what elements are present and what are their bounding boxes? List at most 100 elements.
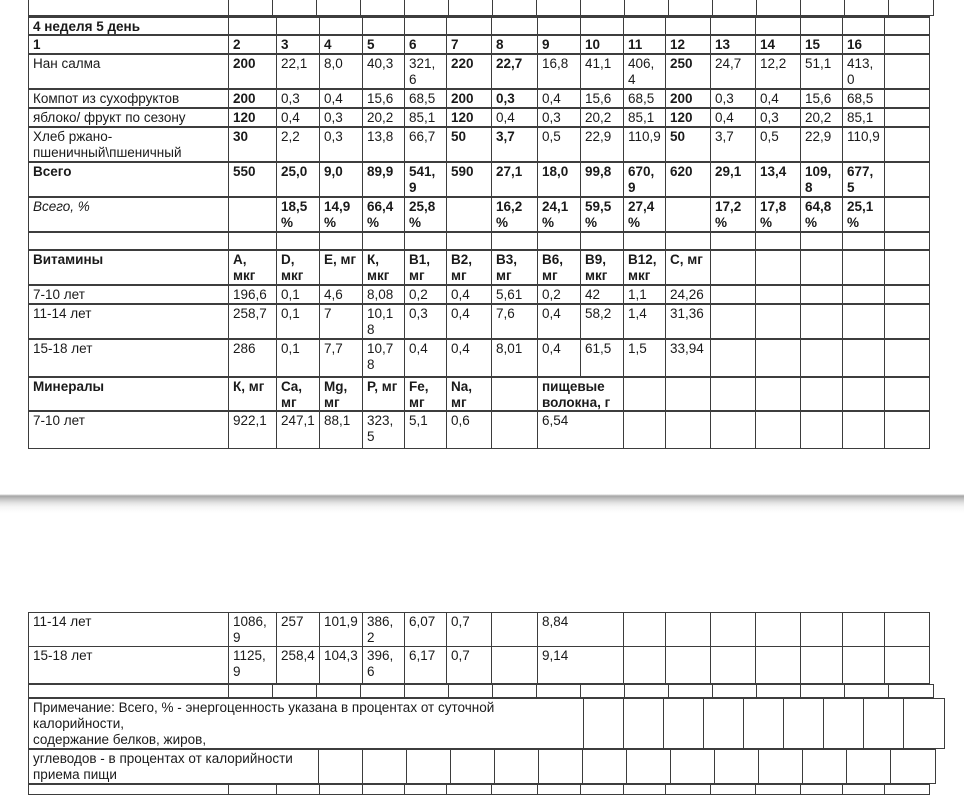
table-cell: 31,36 bbox=[665, 302, 711, 340]
table-cell: 406,4 bbox=[623, 53, 666, 90]
table-cell: 1125,9 bbox=[228, 646, 277, 684]
empty-cell bbox=[404, 230, 447, 251]
empty-cell bbox=[446, 195, 492, 233]
table-cell: 200 bbox=[228, 88, 277, 109]
table-cell: 922,1 bbox=[228, 410, 277, 449]
table-cell: B2, мг bbox=[446, 248, 492, 286]
table-cell: 109,8 bbox=[800, 160, 843, 198]
empty-cell bbox=[582, 748, 627, 784]
table-cell: 0,4 bbox=[319, 88, 363, 109]
table-cell: 5 bbox=[362, 34, 405, 55]
empty-cell bbox=[884, 34, 930, 55]
table-cell: 13 bbox=[710, 34, 756, 55]
document-page-2: 11-14 лет 1086,9 257 101,9 386,2 6,07 0,7 8,84 1… bbox=[0, 612, 964, 795]
table-cell: 8 bbox=[491, 34, 538, 55]
table-cell: 11-14 лет bbox=[28, 612, 229, 647]
empty-cell bbox=[884, 107, 930, 128]
table-cell: 0,3 bbox=[537, 107, 581, 128]
table-cell: 0,7 bbox=[446, 612, 492, 647]
table-cell: Витамины bbox=[28, 248, 229, 286]
table-cell: 16,8 bbox=[537, 53, 581, 90]
empty-cell bbox=[491, 230, 538, 251]
empty-cell bbox=[318, 748, 363, 784]
table-cell: 15,6 bbox=[362, 88, 405, 109]
empty-cell bbox=[491, 646, 538, 684]
empty-cell bbox=[884, 283, 930, 305]
empty-cell bbox=[580, 230, 624, 251]
empty-cell bbox=[842, 612, 885, 647]
empty-cell bbox=[580, 684, 625, 698]
table-cell: 1086,9 bbox=[228, 612, 277, 647]
table-cell: 20,2 bbox=[800, 107, 843, 128]
empty-cell bbox=[884, 15, 930, 36]
table-row: Нан салма 200 22,1 8,0 40,3 321,6 220 22,7 16,8 4… bbox=[28, 53, 930, 90]
table-cell: 0,4 bbox=[446, 302, 492, 340]
table-cell: 396,6 bbox=[362, 646, 405, 684]
empty-cell bbox=[665, 646, 711, 684]
empty-cell bbox=[623, 698, 664, 749]
empty-cell bbox=[663, 698, 704, 749]
empty-cell bbox=[319, 783, 363, 795]
empty-cell bbox=[758, 748, 803, 784]
empty-cell bbox=[884, 337, 930, 378]
empty-cell bbox=[755, 646, 801, 684]
empty-cell bbox=[404, 783, 447, 795]
empty-cell bbox=[623, 783, 666, 795]
empty-cell bbox=[800, 302, 843, 340]
note-row-2-table: углеводов - в процентах от калорийности … bbox=[28, 748, 936, 784]
table-cell: 10,78 bbox=[362, 337, 405, 378]
table-cell: 0,4 bbox=[446, 283, 492, 305]
table-row: Минералы К, мг Ca, мг Mg, мг P, мг Fe, мг Na, … bbox=[28, 375, 930, 412]
empty-cell bbox=[537, 230, 581, 251]
empty-cell bbox=[623, 410, 666, 449]
empty-cell bbox=[360, 684, 405, 698]
empty-cell bbox=[802, 748, 847, 784]
empty-cell bbox=[710, 230, 756, 251]
empty-cell bbox=[623, 646, 666, 684]
table-cell: 0,4 bbox=[537, 302, 581, 340]
table-row: Всего 550 25,0 9,0 89,9 541,9 590 27,1 18,0 99,8 6… bbox=[28, 160, 930, 198]
table-cell: пищевые волокна, г bbox=[537, 375, 624, 412]
table-cell: 120 bbox=[446, 107, 492, 128]
table-row: 15-18 лет 286 0,1 7,7 10,78 0,4 0,4 8,01 0,4 61,5… bbox=[28, 337, 930, 378]
empty-cell bbox=[755, 612, 801, 647]
table-cell: 550 bbox=[228, 160, 277, 198]
empty-cell bbox=[884, 248, 930, 286]
empty-cell bbox=[228, 783, 277, 795]
empty-cell bbox=[710, 302, 756, 340]
empty-cell bbox=[755, 337, 801, 378]
empty-cell bbox=[710, 410, 756, 449]
table-cell: 59,5 % bbox=[580, 195, 624, 233]
table-cell: 58,2 bbox=[580, 302, 624, 340]
empty-cell bbox=[665, 375, 711, 412]
table-cell: 286 bbox=[228, 337, 277, 378]
table-cell: 258,4 bbox=[276, 646, 320, 684]
table-row: 1 2 3 4 5 6 7 8 9 10 11 12 13 14 15 16 bbox=[28, 34, 930, 55]
empty-cell bbox=[783, 698, 824, 749]
table-cell: А, мкг bbox=[228, 248, 277, 286]
empty-cell bbox=[800, 248, 843, 286]
table-cell: 258,7 bbox=[228, 302, 277, 340]
table-cell: 30 bbox=[228, 126, 277, 163]
empty-cell bbox=[538, 748, 583, 784]
empty-cell bbox=[448, 0, 493, 16]
empty-cell bbox=[276, 783, 320, 795]
empty-cell bbox=[846, 748, 891, 784]
table-row: 11-14 лет 1086,9 257 101,9 386,2 6,07 0,7 8,84 bbox=[28, 612, 930, 647]
table-cell: 5,61 bbox=[491, 283, 538, 305]
empty-row-table bbox=[28, 684, 934, 698]
table-cell: 413,0 bbox=[842, 53, 885, 90]
empty-cell bbox=[404, 15, 447, 36]
table-cell: 8,08 bbox=[362, 283, 405, 305]
table-cell: 0,4 bbox=[276, 107, 320, 128]
minerals-continued-table: 11-14 лет 1086,9 257 101,9 386,2 6,07 0,7 8,84 1… bbox=[28, 612, 930, 684]
table-cell: 0,4 bbox=[491, 107, 538, 128]
empty-cell bbox=[712, 684, 757, 698]
empty-cell bbox=[800, 375, 843, 412]
table-cell: Na, мг bbox=[446, 375, 492, 412]
table-cell: 24,7 bbox=[710, 53, 756, 90]
table-cell: 0,4 bbox=[404, 337, 447, 378]
table-cell: 1,5 bbox=[623, 337, 666, 378]
table-cell: 0,2 bbox=[404, 283, 447, 305]
empty-cell bbox=[800, 337, 843, 378]
